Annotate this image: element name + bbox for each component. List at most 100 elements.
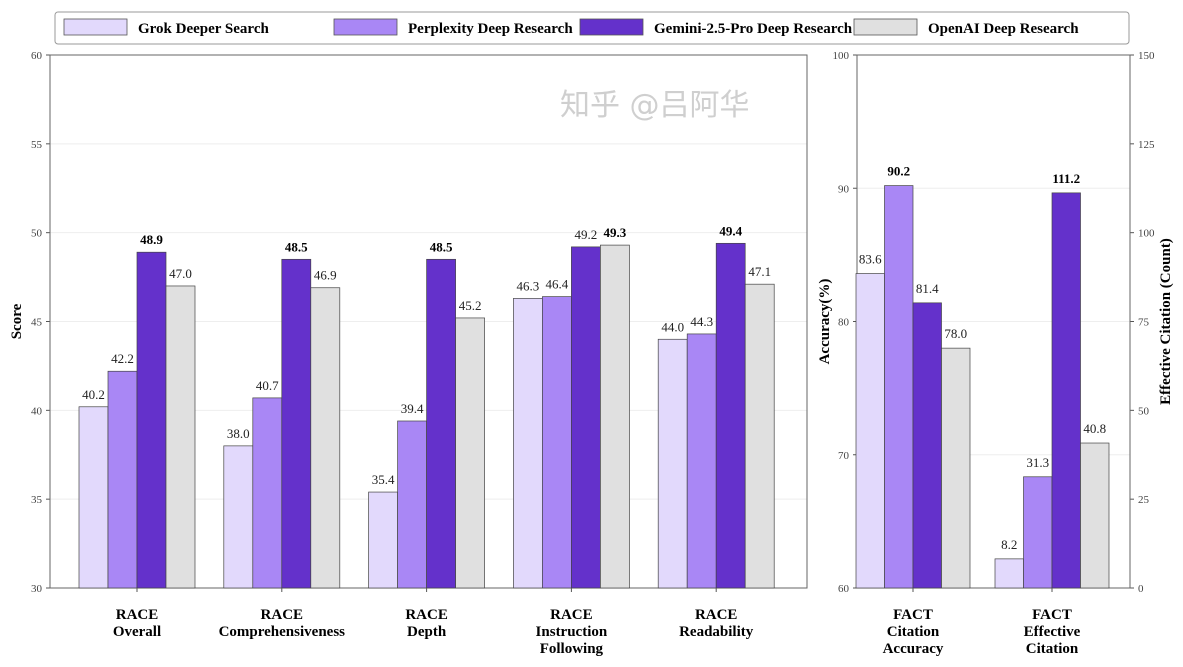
legend-label: Gemini-2.5-Pro Deep Research xyxy=(654,21,853,37)
y-tick-label: 35 xyxy=(31,494,43,506)
legend-swatch xyxy=(63,18,128,36)
data-label: 49.2 xyxy=(575,227,598,242)
x-tick-label: Depth xyxy=(407,624,447,640)
data-label: 48.5 xyxy=(285,239,308,254)
x-tick-label: Citation xyxy=(887,624,940,640)
x-tick-label: RACE xyxy=(695,607,738,623)
y2-tick-label: 125 xyxy=(1138,139,1155,151)
x-tick-label: Overall xyxy=(113,624,161,640)
data-label: 46.4 xyxy=(546,277,569,292)
bar xyxy=(426,258,456,589)
x-tick-label: Effective xyxy=(1024,624,1081,640)
bar xyxy=(368,491,398,589)
bar xyxy=(223,445,254,589)
bar xyxy=(281,258,312,589)
data-label: 90.2 xyxy=(887,164,910,179)
y-axis-title: Score xyxy=(9,303,25,339)
data-label: 49.3 xyxy=(604,225,627,240)
y-tick-label: 80 xyxy=(838,317,850,329)
data-label: 48.9 xyxy=(140,232,163,247)
y2-tick-label: 25 xyxy=(1138,494,1150,506)
data-label: 8.2 xyxy=(1001,537,1017,552)
data-label: 44.0 xyxy=(661,319,684,334)
legend-label: OpenAI Deep Research xyxy=(928,21,1079,37)
y2-tick-label: 100 xyxy=(1138,228,1155,240)
y-tick-label: 45 xyxy=(31,317,43,329)
y-tick-label: 50 xyxy=(31,228,43,240)
bar xyxy=(994,558,1024,589)
bar xyxy=(310,287,341,589)
y-tick-label: 90 xyxy=(838,183,850,195)
x-tick-label: RACE xyxy=(405,607,448,623)
data-label: 78.0 xyxy=(944,326,967,341)
bar xyxy=(513,298,543,589)
x-tick-label: Instruction xyxy=(536,624,608,640)
data-label: 46.3 xyxy=(517,278,540,293)
bar xyxy=(686,333,717,589)
data-label: 44.3 xyxy=(690,314,713,329)
x-tick-label: Citation xyxy=(1026,641,1079,657)
bar xyxy=(884,185,914,589)
data-label: 83.6 xyxy=(859,252,882,267)
y-axis-title-right: Effective Citation (Count) xyxy=(1158,238,1174,405)
y-tick-label: 60 xyxy=(31,50,43,62)
y-tick-label: 100 xyxy=(833,50,850,62)
bar xyxy=(715,242,746,589)
x-tick-label: RACE xyxy=(261,607,304,623)
y2-tick-label: 0 xyxy=(1138,583,1144,595)
x-tick-label: FACT xyxy=(893,607,933,623)
bar xyxy=(107,370,138,589)
data-label: 81.4 xyxy=(916,281,939,296)
data-label: 39.4 xyxy=(401,401,424,416)
bar xyxy=(78,406,109,589)
y-tick-label: 60 xyxy=(838,583,850,595)
data-label: 46.9 xyxy=(314,268,337,283)
y-tick-label: 40 xyxy=(31,405,43,417)
bar xyxy=(165,285,196,589)
x-tick-label: Comprehensiveness xyxy=(219,624,346,640)
bar xyxy=(455,317,485,589)
x-tick-label: Accuracy xyxy=(883,641,944,657)
data-label: 48.5 xyxy=(430,239,453,254)
bar xyxy=(941,347,971,589)
bar xyxy=(136,251,167,589)
data-label: 38.0 xyxy=(227,426,250,441)
y-tick-label: 30 xyxy=(31,583,43,595)
bar xyxy=(1080,442,1110,589)
watermark: 知乎 @吕阿华 xyxy=(560,88,750,123)
y-axis-title-left: Accuracy(%) xyxy=(817,279,833,365)
y2-tick-label: 50 xyxy=(1138,405,1150,417)
bar xyxy=(657,338,688,589)
bar xyxy=(571,246,601,589)
data-label: 45.2 xyxy=(459,298,482,313)
y2-tick-label: 150 xyxy=(1138,50,1155,62)
data-label: 49.4 xyxy=(719,223,742,238)
x-tick-label: FACT xyxy=(1032,607,1072,623)
x-tick-label: RACE xyxy=(116,607,159,623)
legend-swatch xyxy=(333,18,398,36)
data-label: 40.2 xyxy=(82,387,105,402)
data-label: 35.4 xyxy=(372,472,395,487)
data-label: 40.8 xyxy=(1083,421,1106,436)
legend-label: Perplexity Deep Research xyxy=(408,21,573,37)
y-tick-label: 70 xyxy=(838,450,850,462)
bar xyxy=(1023,476,1053,589)
data-label: 40.7 xyxy=(256,378,279,393)
bar xyxy=(855,273,885,589)
bar xyxy=(542,296,572,589)
bar xyxy=(600,244,630,589)
y2-tick-label: 75 xyxy=(1138,317,1150,329)
x-tick-label: RACE xyxy=(550,607,593,623)
data-label: 31.3 xyxy=(1026,455,1049,470)
y-tick-label: 55 xyxy=(31,139,43,151)
data-label: 47.1 xyxy=(748,264,771,279)
legend-label: Grok Deeper Search xyxy=(138,21,269,37)
bar xyxy=(912,302,942,589)
data-label: 111.2 xyxy=(1052,171,1080,186)
data-label: 42.2 xyxy=(111,351,134,366)
bar xyxy=(744,283,775,589)
x-tick-label: Following xyxy=(540,641,604,657)
bar xyxy=(1051,192,1081,589)
legend-swatch xyxy=(579,18,644,36)
